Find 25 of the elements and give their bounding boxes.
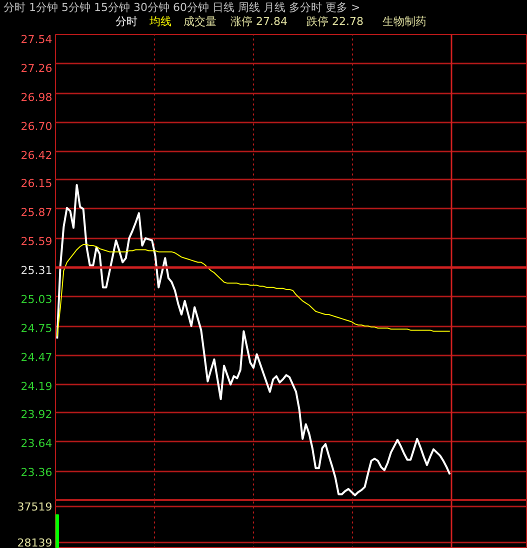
text: 涨停 27.84 — [230, 15, 288, 28]
y-tick-label: 23.64 — [20, 436, 52, 450]
y-tick-label: 23.92 — [20, 408, 52, 421]
y-tick-label: 24.75 — [20, 322, 52, 335]
y-tick-label: 23.36 — [20, 466, 52, 479]
y-tick-label: 26.15 — [20, 176, 52, 190]
y-tick-label: 28139 — [17, 536, 52, 548]
y-tick-label: 26.42 — [20, 148, 52, 162]
text: 分时 1分钟 5分钟 15分钟 30分钟 60分钟 日线 周线 月线 多分时 更多 > — [4, 1, 360, 14]
y-tick-label: 27.54 — [20, 32, 52, 46]
y-tick-label: 25.03 — [20, 292, 52, 306]
text: 分时 — [116, 15, 138, 28]
y-tick-label: 25.87 — [20, 206, 52, 219]
text: 跌停 22.78 — [306, 15, 364, 28]
y-tick-label: 26.98 — [20, 90, 52, 104]
y-tick-label: 24.19 — [20, 380, 52, 394]
y-tick-label: 37519 — [17, 500, 52, 514]
text: 均线 — [148, 15, 172, 28]
y-tick-label: 25.59 — [20, 234, 52, 248]
text: 生物制药 — [382, 15, 426, 28]
y-tick-label: 25.31 — [20, 264, 52, 277]
y-tick-label: 27.26 — [20, 62, 52, 75]
y-tick-label: 24.47 — [20, 351, 52, 364]
text: 成交量 — [184, 15, 216, 28]
y-tick-label: 26.70 — [20, 120, 52, 133]
